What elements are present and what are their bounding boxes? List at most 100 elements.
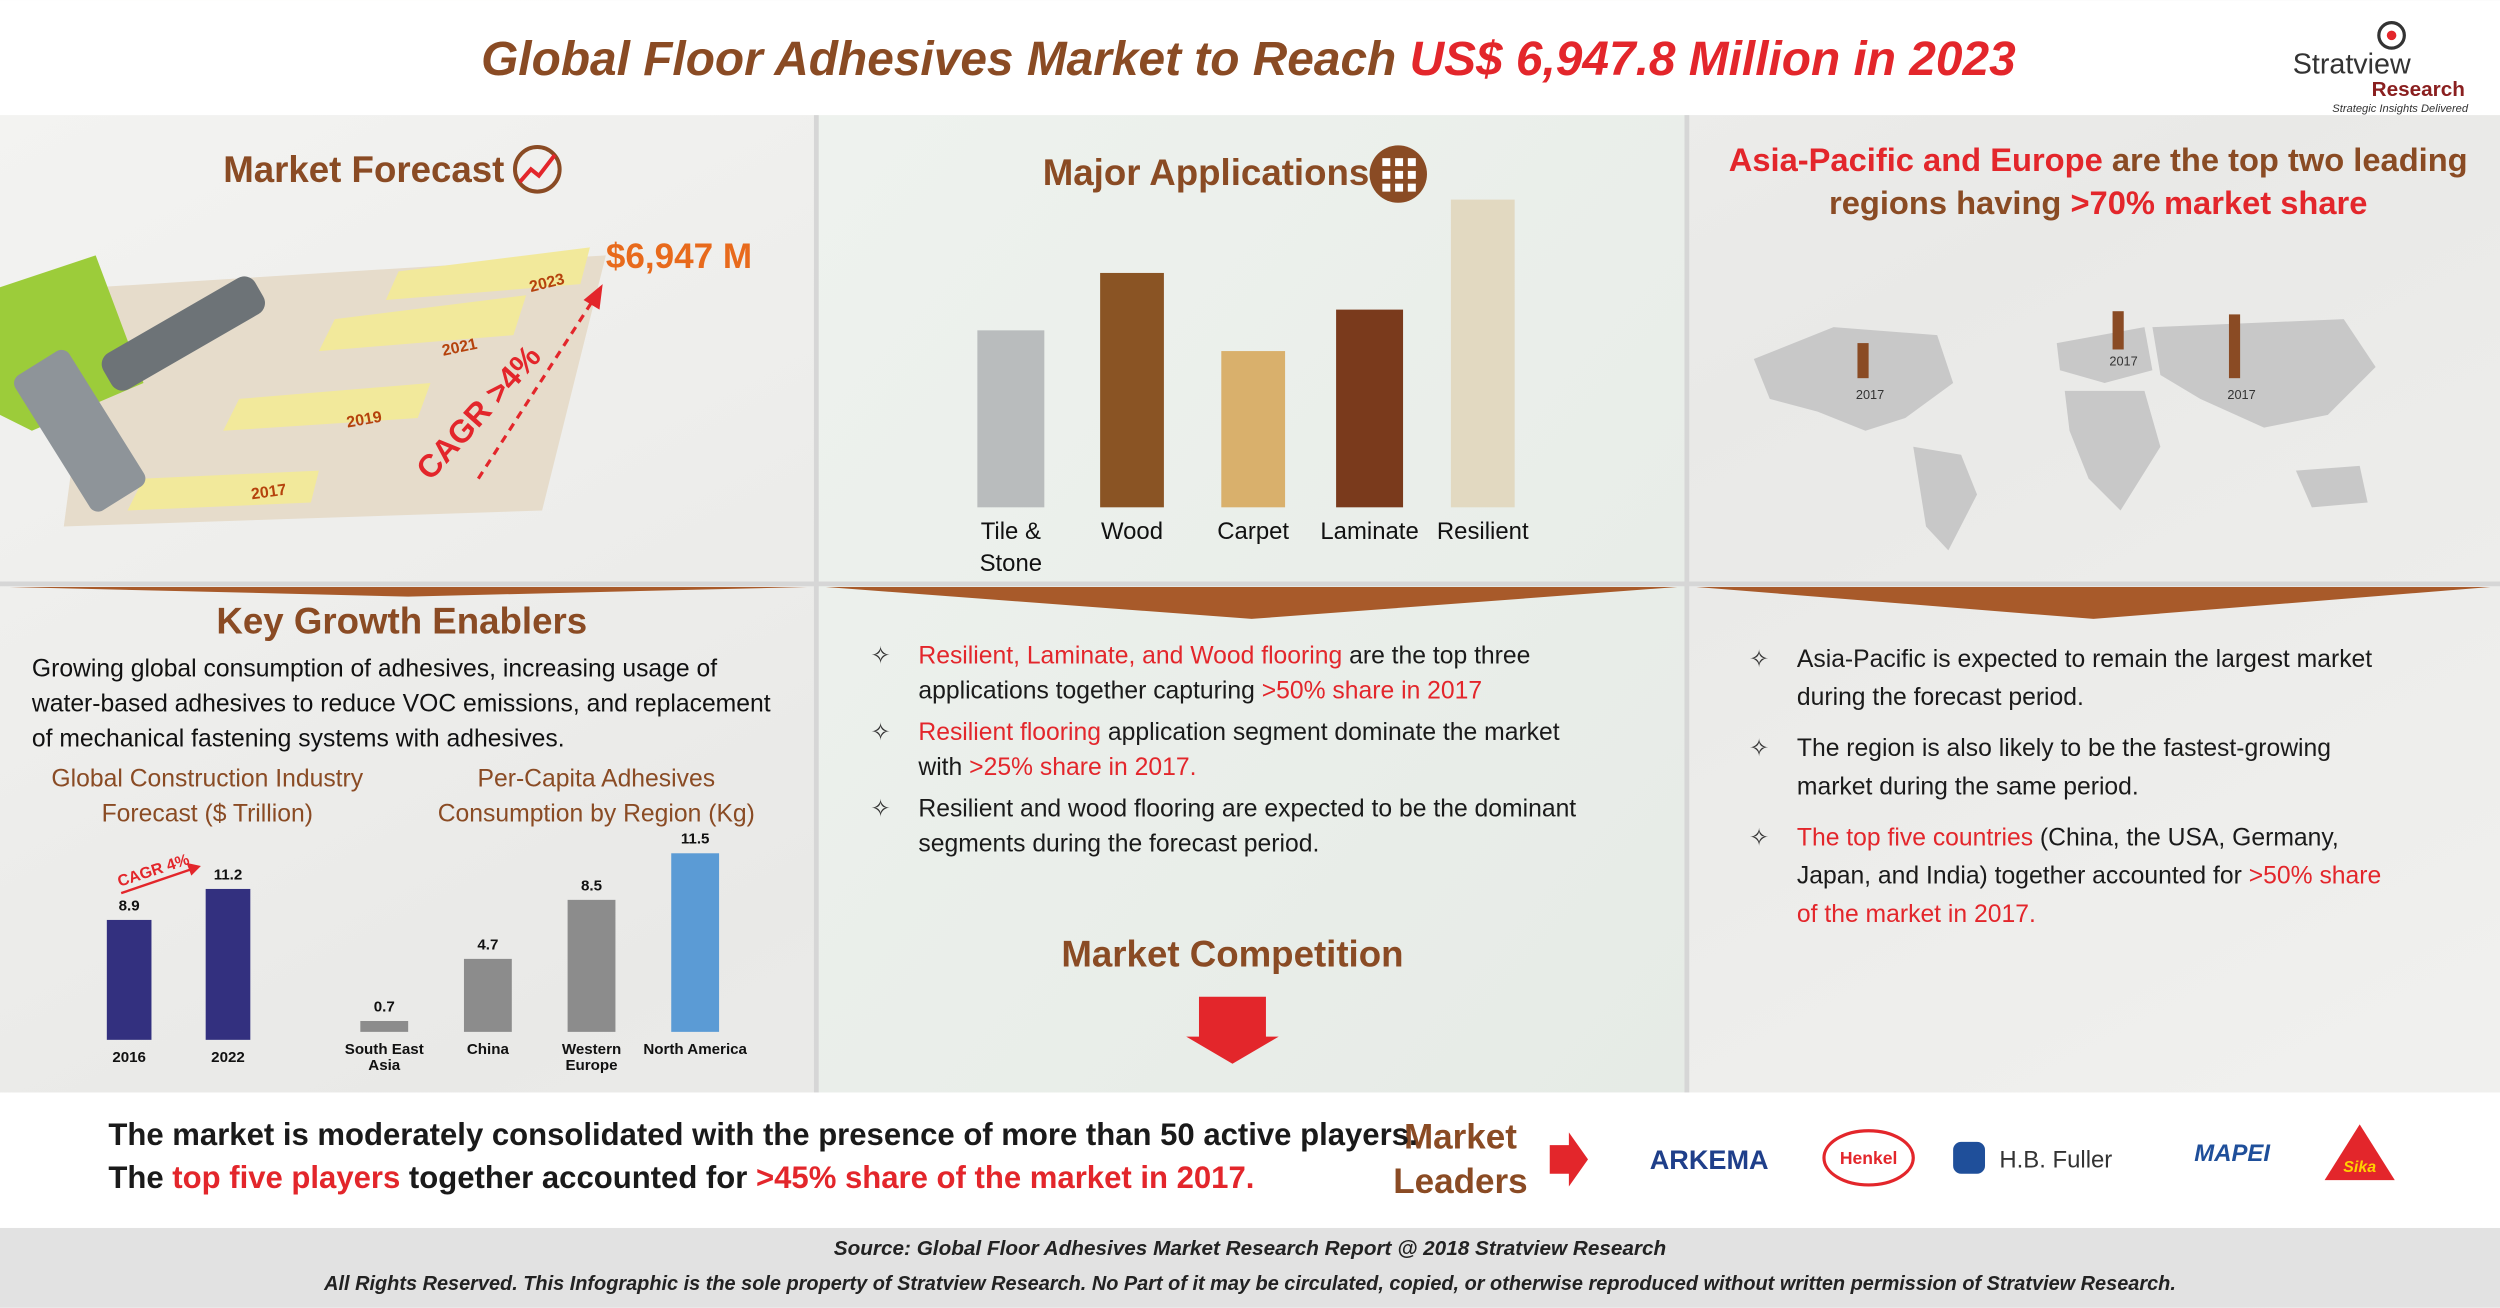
text-line: Resilient flooring application segment d… (918, 719, 1559, 746)
body-text: are the top two leading (2103, 141, 2468, 178)
source: Source: Global Floor Adhesives Market Re… (834, 1237, 1666, 1260)
down-arrow (1186, 996, 1279, 1064)
value-label: 4.7 (477, 936, 498, 953)
highlight-text: >70% market share (2070, 184, 2367, 221)
category-label: Asia (368, 1057, 401, 1074)
category-label: Europe (565, 1057, 617, 1074)
highlight-text: Resilient flooring (918, 719, 1101, 746)
body-text: are the top three (1342, 643, 1530, 670)
body-text: The market is moderately consolidated wi… (108, 1117, 1417, 1152)
value-label: 8.9 (119, 897, 140, 914)
text-line: during the forecast period. (1797, 684, 2084, 711)
text-line: segments during the forecast period. (918, 831, 1319, 858)
body-text: application segment dominate the market (1101, 719, 1560, 746)
text-line: The top five countries (China, the USA, … (1797, 824, 2339, 851)
highlight-text: Resilient, Laminate, and Wood flooring (918, 643, 1342, 670)
bullet-icon: ✧ (871, 719, 891, 746)
forecast-icon (512, 144, 562, 194)
body-text: Japan, and India) together accounted for (1797, 863, 2249, 890)
sample-wood (1100, 272, 1164, 508)
world-map (1753, 319, 2376, 551)
application-label: Stone (980, 550, 1042, 577)
bullet-icon: ✧ (871, 796, 891, 823)
enabler-text: of mechanical fastening systems with adh… (32, 725, 565, 752)
title-text: Global Floor Adhesives Market to Reach (481, 33, 1396, 86)
bullet-icon: ✧ (1749, 646, 1769, 673)
cagr-arrow (476, 299, 595, 480)
application-label: Tile & (981, 518, 1041, 545)
leader-logo: Sika (2343, 1159, 2376, 1176)
text-line: with >25% share in 2017. (917, 754, 1196, 781)
bullet-icon: ✧ (1749, 824, 1769, 851)
forecast-value: $6,947 M (606, 237, 752, 276)
highlight-text: Asia-Pacific and Europe (1729, 141, 2103, 178)
category-label: South East (345, 1041, 424, 1058)
map-label: 2017 (2227, 387, 2255, 402)
application-label: Resilient (1437, 518, 1529, 545)
map-label: 2017 (1856, 387, 1884, 402)
bar (106, 919, 152, 1040)
category-label: 2022 (211, 1049, 245, 1066)
text-line: Japan, and India) together accounted for… (1797, 863, 2381, 890)
map-bar (2112, 311, 2124, 350)
chart-title: Consumption by Region (Kg) (438, 800, 755, 827)
bullet-icon: ✧ (871, 643, 891, 670)
year-label: 2017 (250, 482, 288, 504)
banner (825, 587, 1678, 619)
highlight-text: >50% share in 2017 (1262, 678, 1482, 705)
bar (205, 888, 251, 1040)
bar (671, 853, 720, 1032)
text-line: The top five players together accounted … (108, 1160, 1254, 1195)
competition-band (0, 1092, 2500, 1228)
bar (360, 1020, 409, 1032)
year-label: 2019 (345, 409, 383, 432)
text-line: Resilient and wood flooring are expected… (918, 796, 1576, 823)
category-label: North America (643, 1041, 747, 1058)
body-text: The (108, 1160, 172, 1195)
body-text: (China, the USA, Germany, (2033, 824, 2339, 851)
cagr-arrow-head (583, 284, 603, 310)
text-line: applications together capturing >50% sha… (918, 678, 1482, 705)
highlight-text: >45% share of the market in 2017. (756, 1160, 1254, 1195)
highlight-text: >50% share (2249, 863, 2382, 890)
forecast-title: Market Forecast (223, 149, 504, 190)
leader-logo-icon (1953, 1141, 1986, 1174)
leader-logo: ARKEMA (1650, 1144, 1769, 1175)
sample-carpet (1221, 351, 1286, 508)
banner (9, 587, 807, 597)
leaders-label: Leaders (1393, 1162, 1527, 1201)
sample-laminate (1336, 309, 1404, 508)
text-line: of the market in 2017. (1797, 901, 2036, 928)
logo: Stratview (2293, 49, 2411, 81)
bar (567, 899, 616, 1032)
text-line: regions having >70% market share (1829, 184, 2367, 221)
chart-title: Global Construction Industry (51, 765, 363, 792)
logo-icon (2386, 30, 2397, 41)
body-text: applications together capturing (918, 678, 1261, 705)
value-label: 11.5 (681, 831, 710, 848)
footer-bg (0, 1227, 2500, 1308)
applications-title: Major Applications (1043, 152, 1370, 193)
competition-title: Market Competition (1061, 934, 1403, 975)
application-label: Wood (1101, 518, 1163, 545)
body-text: during the forecast period. (1797, 684, 2084, 711)
text-line: Asia-Pacific is expected to remain the l… (1797, 646, 2372, 673)
category-label: Western (562, 1041, 621, 1058)
text-line: The market is moderately consolidated wi… (108, 1117, 1417, 1152)
body-text: with (917, 754, 969, 781)
map-label: 2017 (2109, 353, 2137, 368)
header-bg (0, 0, 2500, 116)
value-label: 0.7 (374, 998, 395, 1015)
sample-resilient (1450, 199, 1515, 508)
tagline: Strategic Insights Delivered (2332, 103, 2469, 115)
highlight-text: The top five countries (1797, 824, 2033, 851)
title: Global Floor Adhesives Market to Reach U… (481, 33, 2016, 86)
leaders-arrow (1549, 1132, 1589, 1187)
leader-logo: H.B. Fuller (1999, 1146, 2112, 1173)
map-bar (1857, 343, 1869, 379)
enabler-text: water-based adhesives to reduce VOC emis… (31, 690, 771, 717)
banner (1696, 587, 2491, 619)
body-text: segments during the forecast period. (918, 831, 1319, 858)
